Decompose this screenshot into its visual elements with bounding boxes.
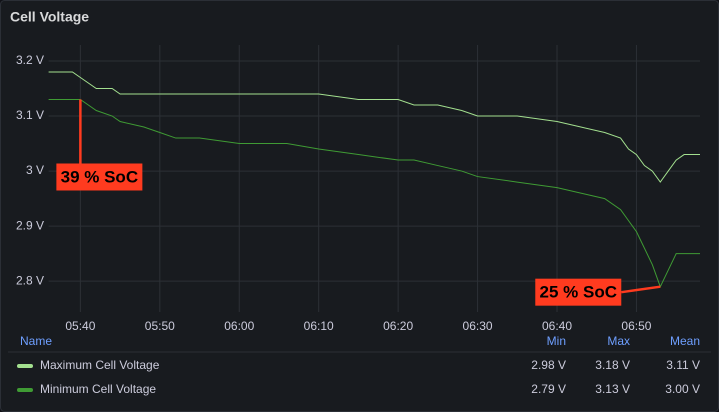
- panel-title: Cell Voltage: [10, 9, 89, 25]
- legend-stat: 3.00 V: [665, 382, 700, 396]
- legend-name[interactable]: Maximum Cell Voltage: [40, 358, 160, 372]
- annotation-box: [535, 278, 622, 306]
- series-line: [48, 99, 700, 288]
- x-tick-label: 06:30: [463, 319, 493, 333]
- legend-stat: 3.13 V: [595, 382, 630, 396]
- annotation-text: 39 % SoC: [61, 167, 138, 186]
- y-tick-label: 3 V: [26, 163, 44, 177]
- x-tick-label: 06:40: [542, 319, 572, 333]
- annotation-pointer: [621, 285, 661, 294]
- x-tick-label: 06:20: [383, 319, 413, 333]
- legend-header: Min: [547, 334, 566, 348]
- x-tick-label: 05:50: [145, 319, 175, 333]
- y-tick-label: 2.8 V: [16, 273, 44, 287]
- x-tick-label: 06:50: [621, 319, 651, 333]
- legend-stat: 2.79 V: [531, 382, 566, 396]
- y-tick-label: 2.9 V: [16, 218, 44, 232]
- legend-stat: 3.11 V: [666, 358, 700, 372]
- x-tick-label: 05:40: [65, 319, 95, 333]
- x-tick-label: 06:00: [224, 319, 254, 333]
- y-tick-label: 3.1 V: [16, 108, 44, 122]
- y-tick-label: 3.2 V: [16, 53, 44, 67]
- series-line: [48, 71, 700, 183]
- legend-header: Name: [20, 334, 52, 348]
- legend-header: Max: [607, 334, 630, 348]
- legend-name[interactable]: Minimum Cell Voltage: [40, 382, 156, 396]
- legend-stat: 3.18 V: [595, 358, 630, 372]
- annotation-text: 25 % SoC: [540, 283, 617, 302]
- x-tick-label: 06:10: [304, 319, 334, 333]
- annotation-box: [56, 163, 143, 191]
- legend-header: Mean: [670, 334, 700, 348]
- legend-stat: 2.98 V: [531, 358, 566, 372]
